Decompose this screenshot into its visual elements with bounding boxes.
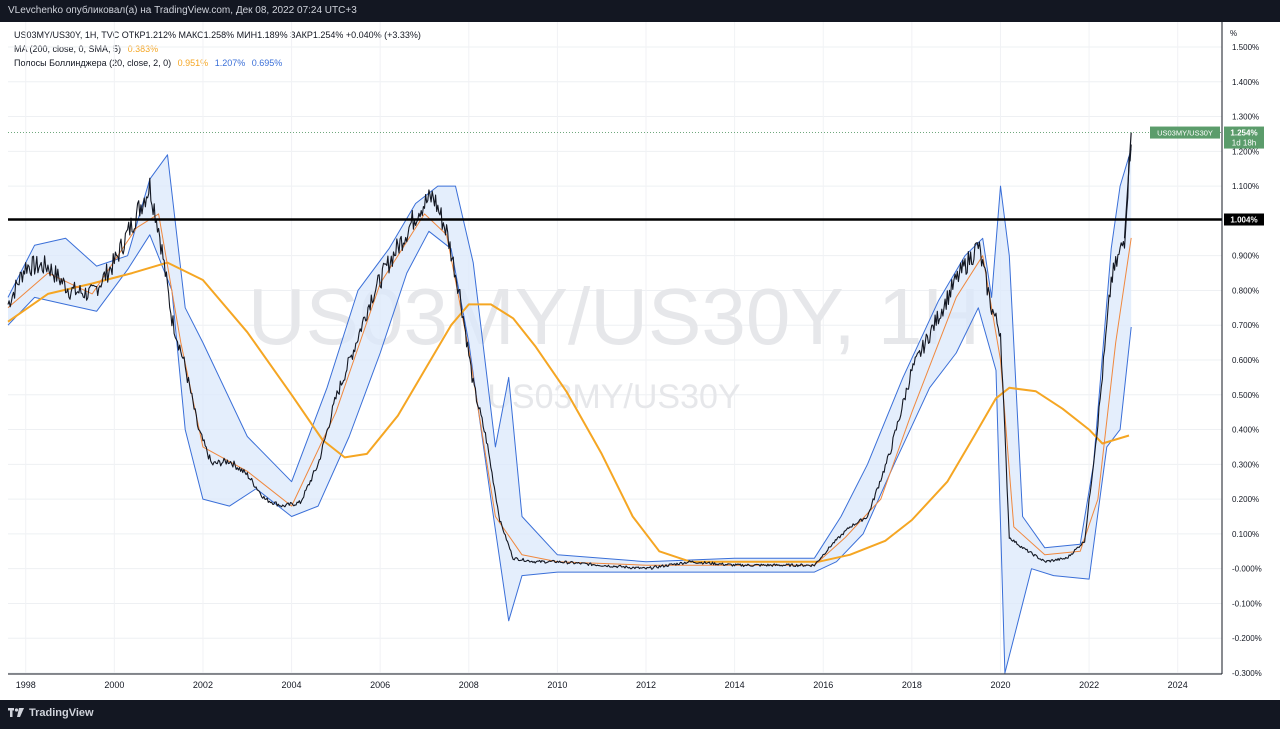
y-tick-label: 0.200% bbox=[1232, 495, 1259, 504]
y-tick-label: -0.100% bbox=[1232, 599, 1262, 608]
price-tag[interactable]: US03MY/US30Y 1.254% 1d 18h bbox=[1150, 126, 1264, 149]
bb-band-fill bbox=[8, 148, 1132, 673]
bb-upper-value: 1.207% bbox=[214, 58, 246, 68]
brand-name: TradingView bbox=[29, 707, 94, 719]
x-tick-label: 2010 bbox=[547, 680, 567, 690]
bb-lower-value: 0.695% bbox=[251, 58, 283, 68]
publisher-bar: VLevchenko опубликовал(а) на TradingView… bbox=[0, 0, 1280, 22]
y-tick-label: 0.400% bbox=[1232, 426, 1259, 435]
y-tick-label: 1.400% bbox=[1232, 78, 1259, 87]
x-tick-label: 2006 bbox=[370, 680, 390, 690]
y-tick-label: 0.700% bbox=[1232, 321, 1259, 330]
ma-line bbox=[7, 261, 1130, 563]
y-tick-label: 1.200% bbox=[1232, 147, 1259, 156]
x-tick-label: 2016 bbox=[813, 680, 833, 690]
price-tag-countdown: 1d 18h bbox=[1232, 139, 1256, 148]
ma-legend[interactable]: MA (200, close, 0, SMA, 5) 0.383% bbox=[14, 44, 162, 54]
level-tag-value: 1.004% bbox=[1230, 215, 1257, 224]
y-tick-label: -0.300% bbox=[1232, 669, 1262, 678]
y-tick-label: -0.000% bbox=[1232, 565, 1262, 574]
y-tick-label: 1.300% bbox=[1232, 113, 1259, 122]
x-tick-label: 2008 bbox=[459, 680, 479, 690]
x-ticks: 1998 2000 2002 2004 2006 2008 2010 2012 2014 2016… bbox=[16, 680, 1188, 690]
y-tick-label: 0.100% bbox=[1232, 530, 1259, 539]
publisher-line: VLevchenko опубликовал(а) на TradingView… bbox=[8, 5, 357, 16]
level-tag-bg bbox=[1224, 213, 1264, 226]
price-line bbox=[7, 144, 1132, 570]
footer-bar: TradingView bbox=[0, 700, 1280, 729]
y-tick-label: 0.800% bbox=[1232, 286, 1259, 295]
symbol-legend[interactable]: US03MY/US30Y, 1H, TVC ОТКР1.212% МАКС1.2… bbox=[14, 30, 425, 40]
symbol-line: US03MY/US30Y, 1H, TVC ОТКР1.212% МАКС1.2… bbox=[14, 30, 421, 40]
y-tick-label: 1.500% bbox=[1232, 43, 1259, 52]
series-layer bbox=[7, 132, 1132, 674]
price-tag-value: 1.254% bbox=[1230, 129, 1257, 138]
x-tick-label: 2014 bbox=[725, 680, 745, 690]
x-tick-label: 2022 bbox=[1079, 680, 1099, 690]
bb-basis-value: 0.951% bbox=[177, 58, 209, 68]
y-ticks: 1.500% 1.400% 1.300% 1.200% 1.100% 1.004% 0.90… bbox=[1232, 43, 1262, 678]
x-tick-label: 2000 bbox=[104, 680, 124, 690]
ma-label: MA (200, close, 0, SMA, 5) bbox=[14, 44, 122, 54]
bb-label: Полосы Боллинджера (20, close, 2, 0) bbox=[14, 58, 172, 68]
bb-upper-line bbox=[7, 148, 1132, 563]
bb-lower-line bbox=[7, 230, 1132, 674]
bb-legend[interactable]: Полосы Боллинджера (20, close, 2, 0) 0.9… bbox=[14, 58, 286, 68]
tradingview-logo-icon bbox=[8, 708, 24, 717]
y-tick-label: 0.300% bbox=[1232, 460, 1259, 469]
y-tick-label: 0.900% bbox=[1232, 252, 1259, 261]
watermark-sub: US03MY/US30Y bbox=[487, 378, 740, 416]
x-tick-label: 2020 bbox=[990, 680, 1010, 690]
y-tick-label: 0.600% bbox=[1232, 356, 1259, 365]
x-tick-label: 2012 bbox=[636, 680, 656, 690]
brand[interactable]: TradingView bbox=[8, 707, 94, 719]
x-tick-label: 2018 bbox=[902, 680, 922, 690]
symbol-tag-bg bbox=[1150, 126, 1220, 139]
bb-fill-area bbox=[8, 148, 1132, 673]
level-tag[interactable]: 1.004% bbox=[1224, 213, 1264, 226]
y-tick-label: 1.100% bbox=[1232, 182, 1259, 191]
chart[interactable]: US03MY/US30Y, 1H US03MY/US30Y 1.500%1.40… bbox=[0, 22, 1280, 700]
price-tag-bg bbox=[1224, 126, 1264, 149]
y-tick-label: 0.500% bbox=[1232, 391, 1259, 400]
ma-value: 0.383% bbox=[127, 44, 159, 54]
x-tick-label: 2024 bbox=[1168, 680, 1188, 690]
x-tick-label: 2004 bbox=[282, 680, 302, 690]
x-tick-label: 2002 bbox=[193, 680, 213, 690]
x-tick-label: 1998 bbox=[16, 680, 36, 690]
percent-unit-label: % bbox=[1230, 29, 1237, 38]
y-tick-label: -0.200% bbox=[1232, 634, 1262, 643]
symbol-tag-text: US03MY/US30Y bbox=[1157, 129, 1213, 138]
